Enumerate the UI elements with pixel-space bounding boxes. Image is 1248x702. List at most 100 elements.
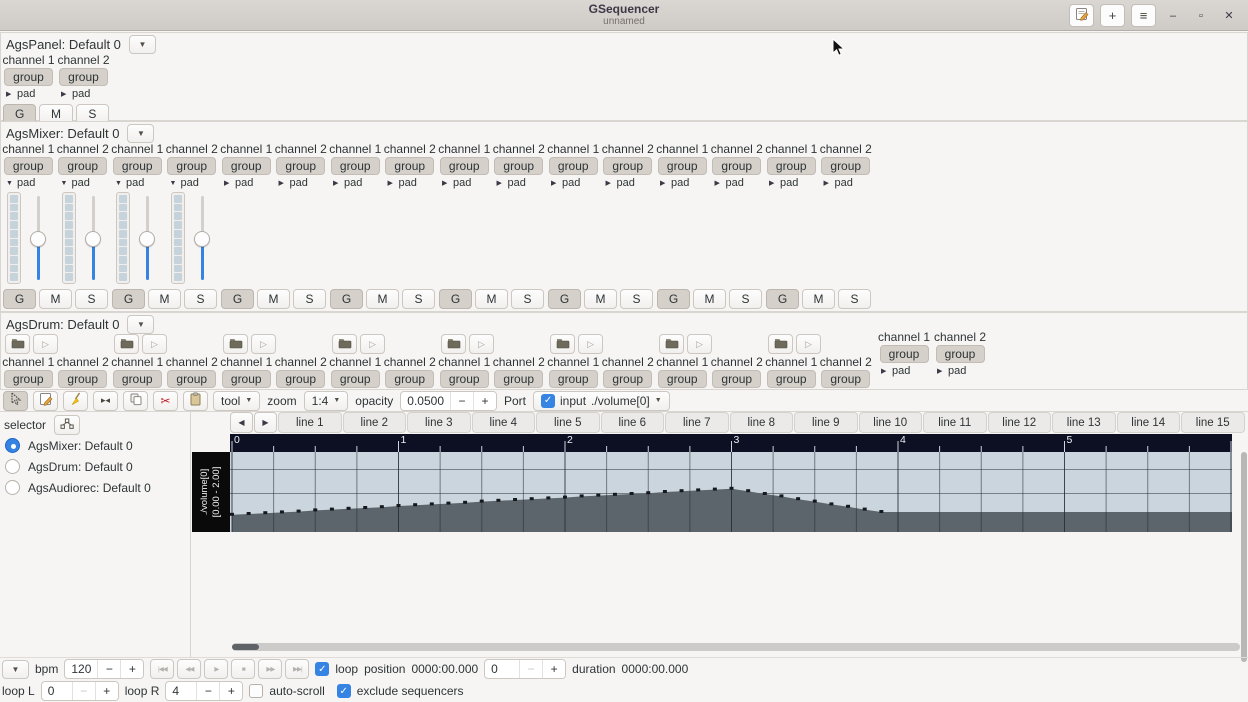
automation-point[interactable] — [679, 489, 684, 493]
group-button[interactable]: group — [167, 370, 217, 388]
hamburger-menu-button[interactable]: ≡ — [1131, 4, 1156, 27]
m-button[interactable]: M — [366, 289, 399, 309]
pad-expander[interactable]: ▶ pad — [328, 176, 383, 190]
play-button[interactable]: ▷ — [578, 334, 603, 354]
tab-line-15[interactable]: line 15 — [1181, 412, 1245, 433]
automation-point[interactable] — [729, 486, 734, 490]
pad-expander[interactable]: ▶ pad — [274, 176, 329, 190]
automation-point[interactable] — [563, 495, 567, 499]
tab-line-12[interactable]: line 12 — [987, 412, 1051, 433]
loop-l-decrement-button[interactable]: − — [71, 682, 95, 700]
radio-button[interactable] — [5, 480, 20, 495]
pad-expander[interactable]: ▶ pad — [932, 364, 988, 378]
open-pattern-button[interactable] — [441, 334, 466, 354]
automation-point[interactable] — [246, 512, 251, 515]
bpm-value[interactable]: 120 — [71, 662, 92, 676]
automation-point[interactable] — [646, 491, 651, 495]
volume-slider[interactable] — [30, 192, 47, 284]
automation-point[interactable] — [513, 498, 518, 501]
group-button[interactable]: group — [879, 345, 929, 363]
automation-point[interactable] — [346, 506, 351, 510]
auto-scroll-checkbox[interactable] — [249, 684, 264, 698]
play-button[interactable]: ▷ — [796, 334, 821, 354]
timeline-ruler[interactable]: 0123456 — [230, 434, 1239, 452]
slider-handle[interactable] — [30, 230, 46, 247]
automation-point[interactable] — [279, 510, 284, 514]
automation-point[interactable] — [446, 501, 451, 505]
group-button[interactable]: group — [221, 370, 271, 388]
position-increment-button[interactable]: + — [542, 660, 566, 678]
group-button[interactable]: group — [221, 157, 271, 175]
open-pattern-button[interactable] — [768, 334, 793, 354]
tab-line-13[interactable]: line 13 — [1052, 412, 1116, 433]
close-button[interactable]: ✕ — [1224, 10, 1234, 22]
tab-line-2[interactable]: line 2 — [342, 412, 406, 433]
play-button[interactable]: ▷ — [251, 334, 276, 354]
group-button[interactable]: group — [330, 157, 380, 175]
group-button[interactable]: group — [657, 370, 707, 388]
automation-point[interactable] — [829, 502, 834, 506]
edit-file-button[interactable] — [1069, 4, 1094, 27]
group-button[interactable]: group — [439, 157, 489, 175]
horizontal-scrollbar-thumb[interactable] — [232, 644, 259, 650]
tab-line-11[interactable]: line 11 — [923, 412, 987, 433]
m-button[interactable]: M — [257, 289, 290, 309]
play-button[interactable]: ▷ — [33, 334, 58, 354]
automation-point[interactable] — [762, 492, 767, 495]
g-button[interactable]: G — [439, 289, 472, 309]
loop-l-increment-button[interactable]: + — [94, 682, 118, 700]
automation-point[interactable] — [662, 490, 667, 493]
opacity-increment-button[interactable]: + — [473, 391, 496, 410]
group-button[interactable]: group — [167, 157, 217, 175]
group-button[interactable]: group — [276, 370, 326, 388]
group-button[interactable]: group — [59, 68, 108, 86]
group-button[interactable]: group — [821, 157, 871, 175]
machine-menu-dropdown[interactable]: ▼ — [128, 34, 156, 54]
group-button[interactable]: group — [58, 370, 108, 388]
group-button[interactable]: group — [603, 370, 653, 388]
port-enabled-checkbox[interactable]: ✓ — [541, 393, 556, 408]
group-button[interactable]: group — [276, 157, 326, 175]
selector-options-button[interactable] — [54, 415, 81, 435]
group-button[interactable]: group — [712, 157, 762, 175]
tab-line-7[interactable]: line 7 — [665, 412, 729, 433]
g-button[interactable]: G — [112, 289, 145, 309]
volume-slider[interactable] — [193, 192, 211, 284]
pad-expander[interactable]: ▶ pad — [437, 176, 492, 190]
group-button[interactable]: group — [548, 157, 598, 175]
automation-point[interactable] — [779, 494, 784, 498]
g-button[interactable]: G — [548, 289, 581, 309]
group-button[interactable]: group — [3, 370, 53, 388]
machine-menu-dropdown[interactable]: ▼ — [127, 314, 155, 334]
g-button[interactable]: G — [330, 289, 363, 309]
play-button[interactable]: ▶ — [204, 659, 229, 679]
automation-point[interactable] — [429, 502, 434, 506]
group-button[interactable]: group — [330, 370, 380, 388]
slider-handle[interactable] — [139, 230, 155, 247]
g-button[interactable]: G — [221, 289, 254, 309]
volume-slider[interactable] — [84, 192, 102, 284]
cut-button[interactable]: ✂ — [153, 390, 178, 411]
opacity-decrement-button[interactable]: − — [450, 391, 473, 410]
automation-point[interactable] — [696, 488, 701, 492]
s-button[interactable]: S — [838, 289, 871, 309]
s-button[interactable]: S — [511, 289, 544, 309]
automation-point[interactable] — [812, 499, 817, 503]
group-button[interactable]: group — [766, 157, 816, 175]
group-button[interactable]: group — [494, 370, 544, 388]
group-button[interactable]: group — [712, 370, 762, 388]
horizontal-scrollbar[interactable] — [232, 643, 1240, 651]
machine-menu-dropdown[interactable]: ▼ — [127, 123, 155, 143]
tab-line-4[interactable]: line 4 — [471, 412, 535, 433]
automation-point[interactable] — [230, 512, 234, 516]
group-button[interactable]: group — [112, 370, 162, 388]
pad-expander[interactable]: ▶ pad — [601, 176, 656, 190]
bpm-decrement-button[interactable]: − — [97, 660, 121, 678]
automation-point[interactable] — [479, 499, 484, 503]
position-tool-button[interactable] — [3, 390, 28, 411]
slider-handle[interactable] — [193, 230, 210, 247]
automation-point[interactable] — [796, 497, 801, 501]
pad-expander[interactable]: ▶ pad — [546, 176, 601, 190]
m-button[interactable]: M — [475, 289, 508, 309]
group-button[interactable]: group — [548, 370, 598, 388]
